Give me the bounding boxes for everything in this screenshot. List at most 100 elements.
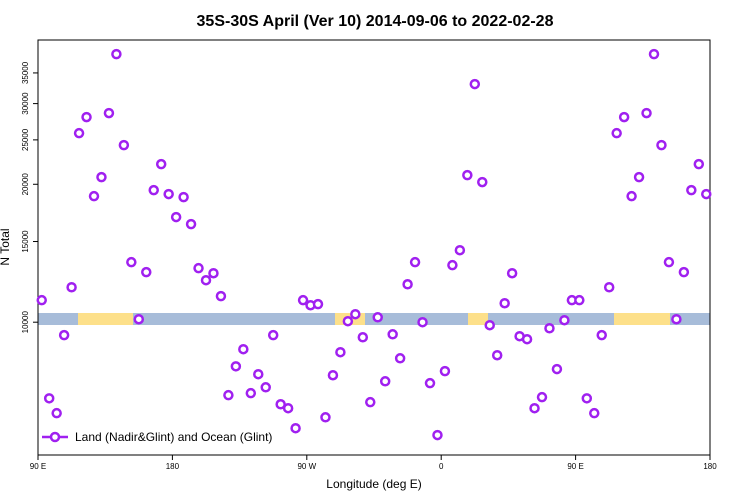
point (365, 396, 376, 408)
point (596, 329, 607, 341)
point (409, 256, 421, 268)
point (372, 312, 383, 323)
y-tick-label: 25000 (21, 128, 30, 151)
point (178, 191, 189, 203)
point (350, 308, 361, 320)
point (633, 171, 645, 183)
point (230, 361, 242, 372)
point (529, 402, 540, 414)
point (693, 158, 705, 170)
point (73, 127, 85, 139)
point (402, 279, 413, 290)
point (663, 256, 675, 268)
point (656, 139, 667, 151)
point (536, 391, 548, 403)
point (603, 281, 615, 293)
y-axis-label: N Total (0, 228, 12, 265)
point (111, 48, 122, 60)
point (701, 188, 712, 200)
point (544, 323, 555, 334)
point (424, 377, 436, 389)
legend-label: Land (Nadir&Glint) and Ocean (Glint) (75, 430, 272, 444)
point (133, 313, 145, 325)
x-tick-label: 90 W (297, 462, 316, 471)
point (170, 211, 182, 223)
point (290, 422, 301, 434)
point (648, 48, 660, 60)
point (141, 266, 152, 278)
point (297, 294, 309, 306)
point (439, 365, 451, 377)
point (559, 314, 570, 326)
x-tick-label: 0 (439, 462, 444, 471)
point (581, 393, 593, 404)
point (686, 184, 697, 196)
point (551, 363, 563, 375)
point (36, 294, 47, 306)
point (379, 376, 391, 387)
point (387, 329, 398, 340)
point (589, 407, 600, 419)
point (81, 111, 92, 123)
point (335, 346, 346, 358)
point (454, 244, 466, 256)
point (96, 171, 107, 183)
point (327, 369, 339, 381)
point (148, 184, 159, 196)
legend: Land (Nadir&Glint) and Ocean (Glint) (42, 430, 272, 444)
point (432, 429, 443, 441)
point (245, 387, 257, 399)
point (267, 329, 279, 341)
point (574, 294, 585, 306)
point (282, 402, 294, 414)
point (477, 176, 488, 188)
point (51, 407, 62, 419)
point (394, 353, 406, 364)
y-tick-label: 20000 (21, 173, 30, 196)
plot-frame (37, 39, 711, 456)
point (447, 259, 458, 271)
point (58, 329, 70, 341)
x-tick-label: 180 (703, 462, 717, 471)
point (506, 267, 518, 279)
y-tick-label: 35000 (21, 61, 30, 84)
point (118, 139, 130, 151)
y-tick-label: 30000 (21, 92, 30, 115)
point (200, 274, 212, 286)
point (626, 190, 637, 202)
point (357, 332, 369, 343)
point (641, 107, 652, 119)
point (521, 333, 533, 345)
point (678, 266, 690, 278)
point (215, 290, 227, 302)
x-tick-label: 90 E (30, 462, 46, 471)
point (260, 382, 271, 393)
point (163, 188, 174, 200)
point (469, 78, 481, 90)
point (185, 218, 197, 230)
point (611, 127, 622, 139)
point (208, 267, 219, 279)
point (88, 190, 100, 202)
y-tick-label: 15000 (21, 230, 30, 253)
point (417, 316, 428, 328)
point (342, 315, 354, 327)
point (43, 393, 55, 404)
point (126, 256, 137, 268)
x-tick-label: 90 E (567, 462, 583, 471)
point (238, 343, 249, 355)
x-tick-label: 180 (166, 462, 180, 471)
point (491, 349, 503, 361)
point (155, 158, 167, 170)
point (618, 111, 630, 123)
x-axis-label: Longitude (deg E) (326, 477, 421, 491)
point (103, 107, 115, 119)
point (193, 262, 204, 274)
point (462, 169, 473, 181)
point (275, 399, 286, 410)
legend-marker (49, 431, 61, 443)
point (320, 412, 331, 423)
point (312, 298, 324, 310)
chart-title: 35S-30S April (Ver 10) 2014-09-06 to 202… (197, 13, 554, 30)
